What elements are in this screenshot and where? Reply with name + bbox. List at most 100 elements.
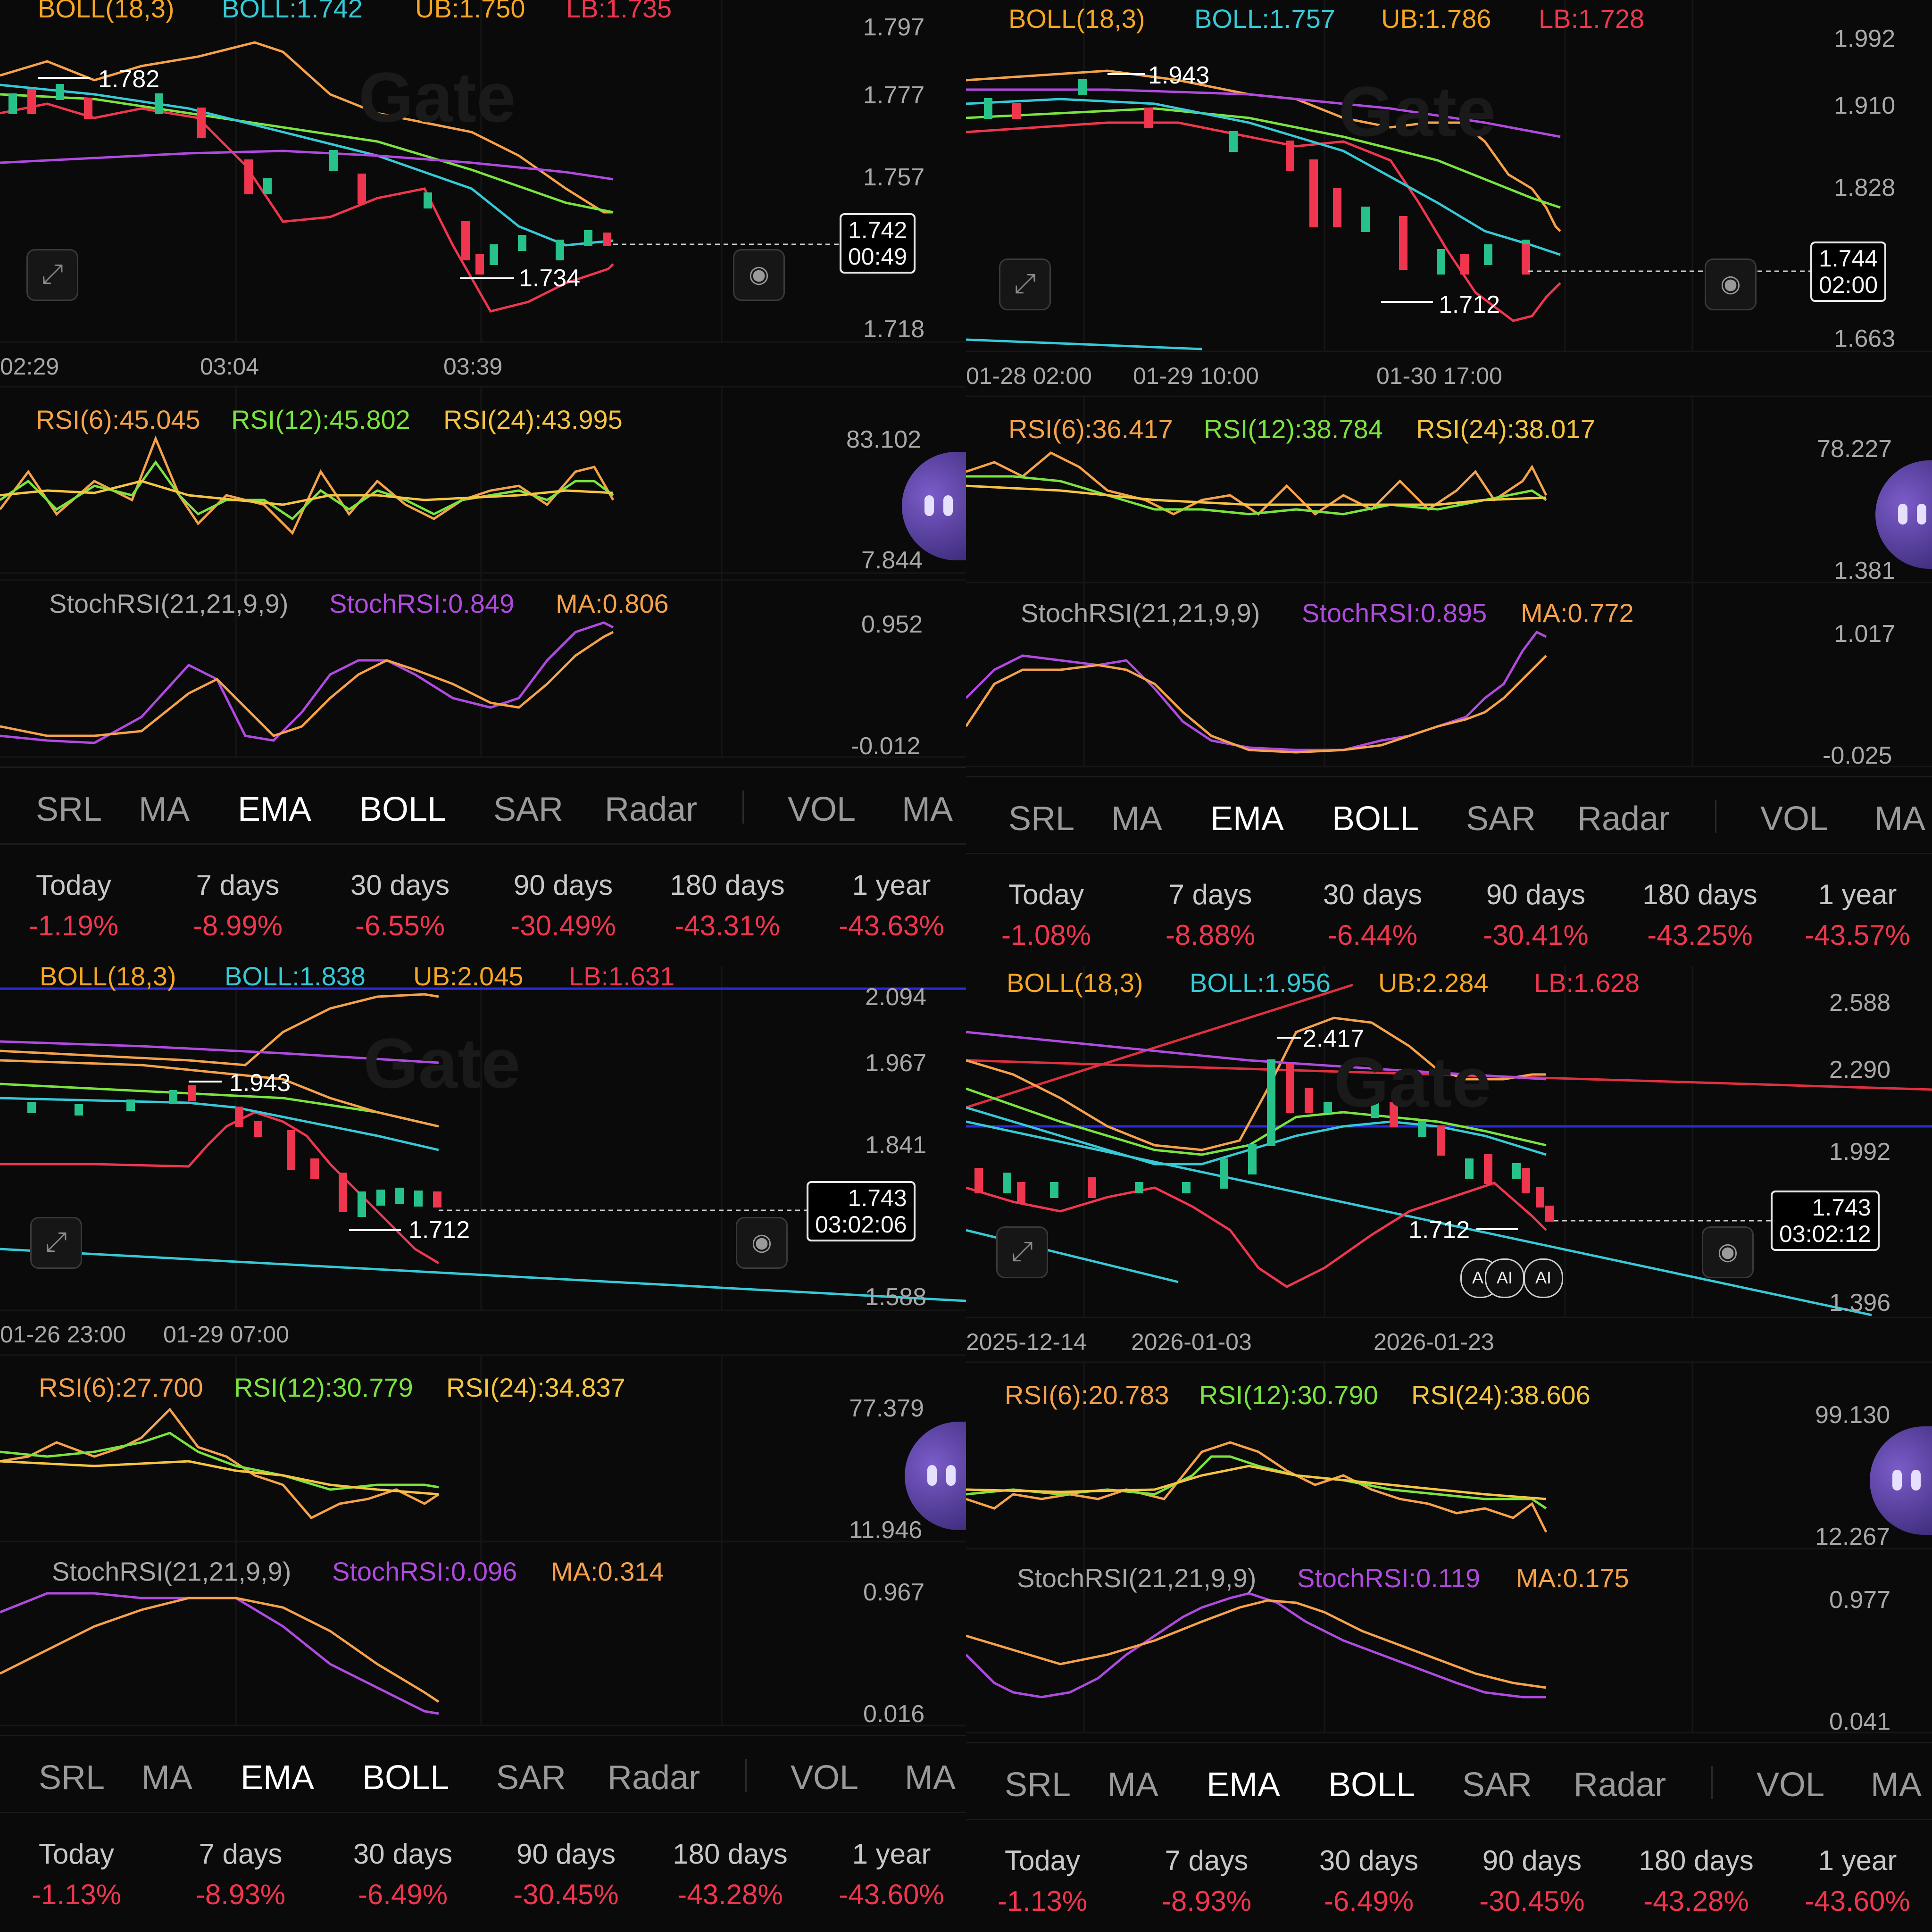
expand-icon[interactable]: ⤢ bbox=[999, 258, 1051, 310]
stoch-name: StochRSI(21,21,9,9) bbox=[52, 1557, 291, 1586]
tab-ma[interactable]: MA bbox=[1111, 800, 1162, 838]
tab-sar[interactable]: SAR bbox=[1462, 1766, 1532, 1804]
tab-ema[interactable]: EMA bbox=[241, 1759, 315, 1797]
tab-ma-2[interactable]: MA bbox=[905, 1759, 956, 1797]
perf-value: -30.45% bbox=[513, 1879, 619, 1910]
tab-vol[interactable]: VOL bbox=[1760, 800, 1829, 838]
perf-label: 180 days bbox=[1639, 1845, 1754, 1876]
tab-radar[interactable]: Radar bbox=[605, 791, 698, 828]
boll-name: BOLL(18,3) bbox=[38, 0, 175, 23]
tab-vol[interactable]: VOL bbox=[791, 1759, 859, 1797]
rsi24-label: RSI(24):38.017 bbox=[1416, 414, 1595, 444]
current-price-box: 1.743 03:02:12 bbox=[1771, 1191, 1880, 1251]
tab-radar[interactable]: Radar bbox=[608, 1759, 700, 1797]
ai-badge[interactable]: AI bbox=[1524, 1258, 1563, 1298]
perf-value: -8.93% bbox=[1161, 1885, 1252, 1917]
tab-radar[interactable]: Radar bbox=[1574, 1766, 1666, 1804]
perf-label: 7 days bbox=[196, 869, 280, 901]
rsi-max: 78.227 bbox=[1817, 435, 1892, 463]
gate-watermark: Gate bbox=[1339, 72, 1496, 151]
tab-boll[interactable]: BOLL bbox=[362, 1759, 450, 1797]
tab-ema[interactable]: EMA bbox=[1210, 800, 1284, 838]
tab-divider bbox=[745, 1759, 747, 1792]
tab-ma-2[interactable]: MA bbox=[1871, 1766, 1922, 1804]
expand-icon[interactable]: ⤢ bbox=[30, 1217, 82, 1269]
countdown: 03:02:12 bbox=[1779, 1221, 1871, 1247]
rsi6-label: RSI(6):27.700 bbox=[39, 1373, 203, 1402]
tab-srl[interactable]: SRL bbox=[1008, 800, 1075, 838]
indicator-tabs: SRL MA EMA BOLL SAR Radar VOL MA bbox=[0, 1735, 966, 1813]
perf-label: 30 days bbox=[1319, 1845, 1419, 1876]
stoch-max: 0.977 bbox=[1829, 1586, 1891, 1614]
perf-label: Today bbox=[38, 1838, 115, 1870]
tab-sar[interactable]: SAR bbox=[1466, 800, 1536, 838]
perf-label: 90 days bbox=[1482, 1845, 1582, 1876]
eye-icon[interactable]: ◉ bbox=[1705, 258, 1757, 310]
tab-srl[interactable]: SRL bbox=[1005, 1766, 1071, 1804]
price-axis-label: 1.396 bbox=[1829, 1289, 1891, 1316]
tab-vol[interactable]: VOL bbox=[788, 791, 856, 828]
expand-icon[interactable]: ⤢ bbox=[26, 249, 78, 301]
perf-value: -43.28% bbox=[1643, 1885, 1749, 1917]
tab-boll[interactable]: BOLL bbox=[359, 791, 447, 828]
tab-ma[interactable]: MA bbox=[1108, 1766, 1158, 1804]
eye-icon[interactable]: ◉ bbox=[733, 249, 785, 301]
price-axis-label: 2.588 bbox=[1829, 989, 1891, 1016]
stoch-ma: MA:0.772 bbox=[1521, 598, 1634, 628]
tab-boll[interactable]: BOLL bbox=[1328, 1766, 1416, 1804]
tab-vol[interactable]: VOL bbox=[1757, 1766, 1825, 1804]
indicator-tabs: SRL MA EMA BOLL SAR Radar VOL MA bbox=[966, 1742, 1932, 1820]
perf-label: 180 days bbox=[1642, 879, 1757, 910]
price-axis-label: 1.828 bbox=[1834, 174, 1896, 201]
eye-icon[interactable]: ◉ bbox=[736, 1217, 788, 1269]
rsi-max: 77.379 bbox=[849, 1395, 924, 1422]
stoch-min: -0.025 bbox=[1823, 742, 1892, 769]
countdown: 02:00 bbox=[1819, 272, 1878, 298]
stoch-min: 0.016 bbox=[863, 1700, 925, 1728]
rsi12-label: RSI(12):38.784 bbox=[1204, 414, 1383, 444]
perf-label: 1 year bbox=[1818, 1845, 1897, 1876]
tab-ema[interactable]: EMA bbox=[238, 791, 312, 828]
tab-srl[interactable]: SRL bbox=[36, 791, 102, 828]
tab-ema[interactable]: EMA bbox=[1207, 1766, 1281, 1804]
tab-sar[interactable]: SAR bbox=[496, 1759, 566, 1797]
tab-srl[interactable]: SRL bbox=[39, 1759, 105, 1797]
tab-ma[interactable]: MA bbox=[142, 1759, 192, 1797]
boll-ub: UB:2.284 bbox=[1378, 968, 1489, 998]
rsi6-label: RSI(6):45.045 bbox=[36, 405, 200, 434]
tab-boll[interactable]: BOLL bbox=[1332, 800, 1419, 838]
eye-icon[interactable]: ◉ bbox=[1702, 1226, 1754, 1278]
high-marker: 2.417 bbox=[1303, 1025, 1365, 1052]
rsi12-label: RSI(12):30.790 bbox=[1199, 1380, 1378, 1410]
performance-row: Today -1.13% 7 days -8.93% 30 days -6.49… bbox=[966, 1824, 1932, 1919]
tab-radar[interactable]: Radar bbox=[1577, 800, 1670, 838]
rsi-max: 83.102 bbox=[846, 426, 922, 453]
tab-ma-2[interactable]: MA bbox=[1874, 800, 1925, 838]
time-axis-label: 2026-01-03 bbox=[1131, 1329, 1252, 1355]
stoch-min: 0.041 bbox=[1829, 1708, 1891, 1735]
chart-canvas bbox=[0, 0, 966, 758]
tab-sar[interactable]: SAR bbox=[493, 791, 564, 828]
high-marker: 1.943 bbox=[1148, 62, 1210, 89]
chart-canvas bbox=[0, 966, 966, 1726]
rsi-min: 1.381 bbox=[1834, 557, 1896, 584]
stoch-name: StochRSI(21,21,9,9) bbox=[49, 589, 289, 618]
perf-value: -43.60% bbox=[1805, 1885, 1910, 1917]
tab-ma-2[interactable]: MA bbox=[902, 791, 953, 828]
price-axis-label: 1.588 bbox=[865, 1283, 927, 1311]
indicator-tabs: SRL MA EMA BOLL SAR Radar VOL MA bbox=[0, 766, 966, 845]
time-axis-label: 2026-01-23 bbox=[1374, 1329, 1494, 1355]
tab-ma[interactable]: MA bbox=[139, 791, 190, 828]
perf-label: 90 days bbox=[1486, 879, 1586, 910]
perf-label: 7 days bbox=[199, 1838, 283, 1870]
perf-label: 1 year bbox=[1818, 879, 1897, 910]
boll-ub: UB:1.750 bbox=[415, 0, 525, 23]
time-axis-label: 01-28 02:00 bbox=[966, 363, 1092, 389]
perf-value: -43.60% bbox=[839, 1879, 944, 1910]
stoch-value: StochRSI:0.849 bbox=[329, 589, 515, 618]
stoch-value: StochRSI:0.096 bbox=[332, 1557, 517, 1586]
expand-icon[interactable]: ⤢ bbox=[996, 1226, 1048, 1278]
stoch-value: StochRSI:0.119 bbox=[1297, 1563, 1481, 1593]
ai-badge[interactable]: AI bbox=[1485, 1258, 1524, 1298]
current-price: 1.743 bbox=[1812, 1194, 1871, 1221]
